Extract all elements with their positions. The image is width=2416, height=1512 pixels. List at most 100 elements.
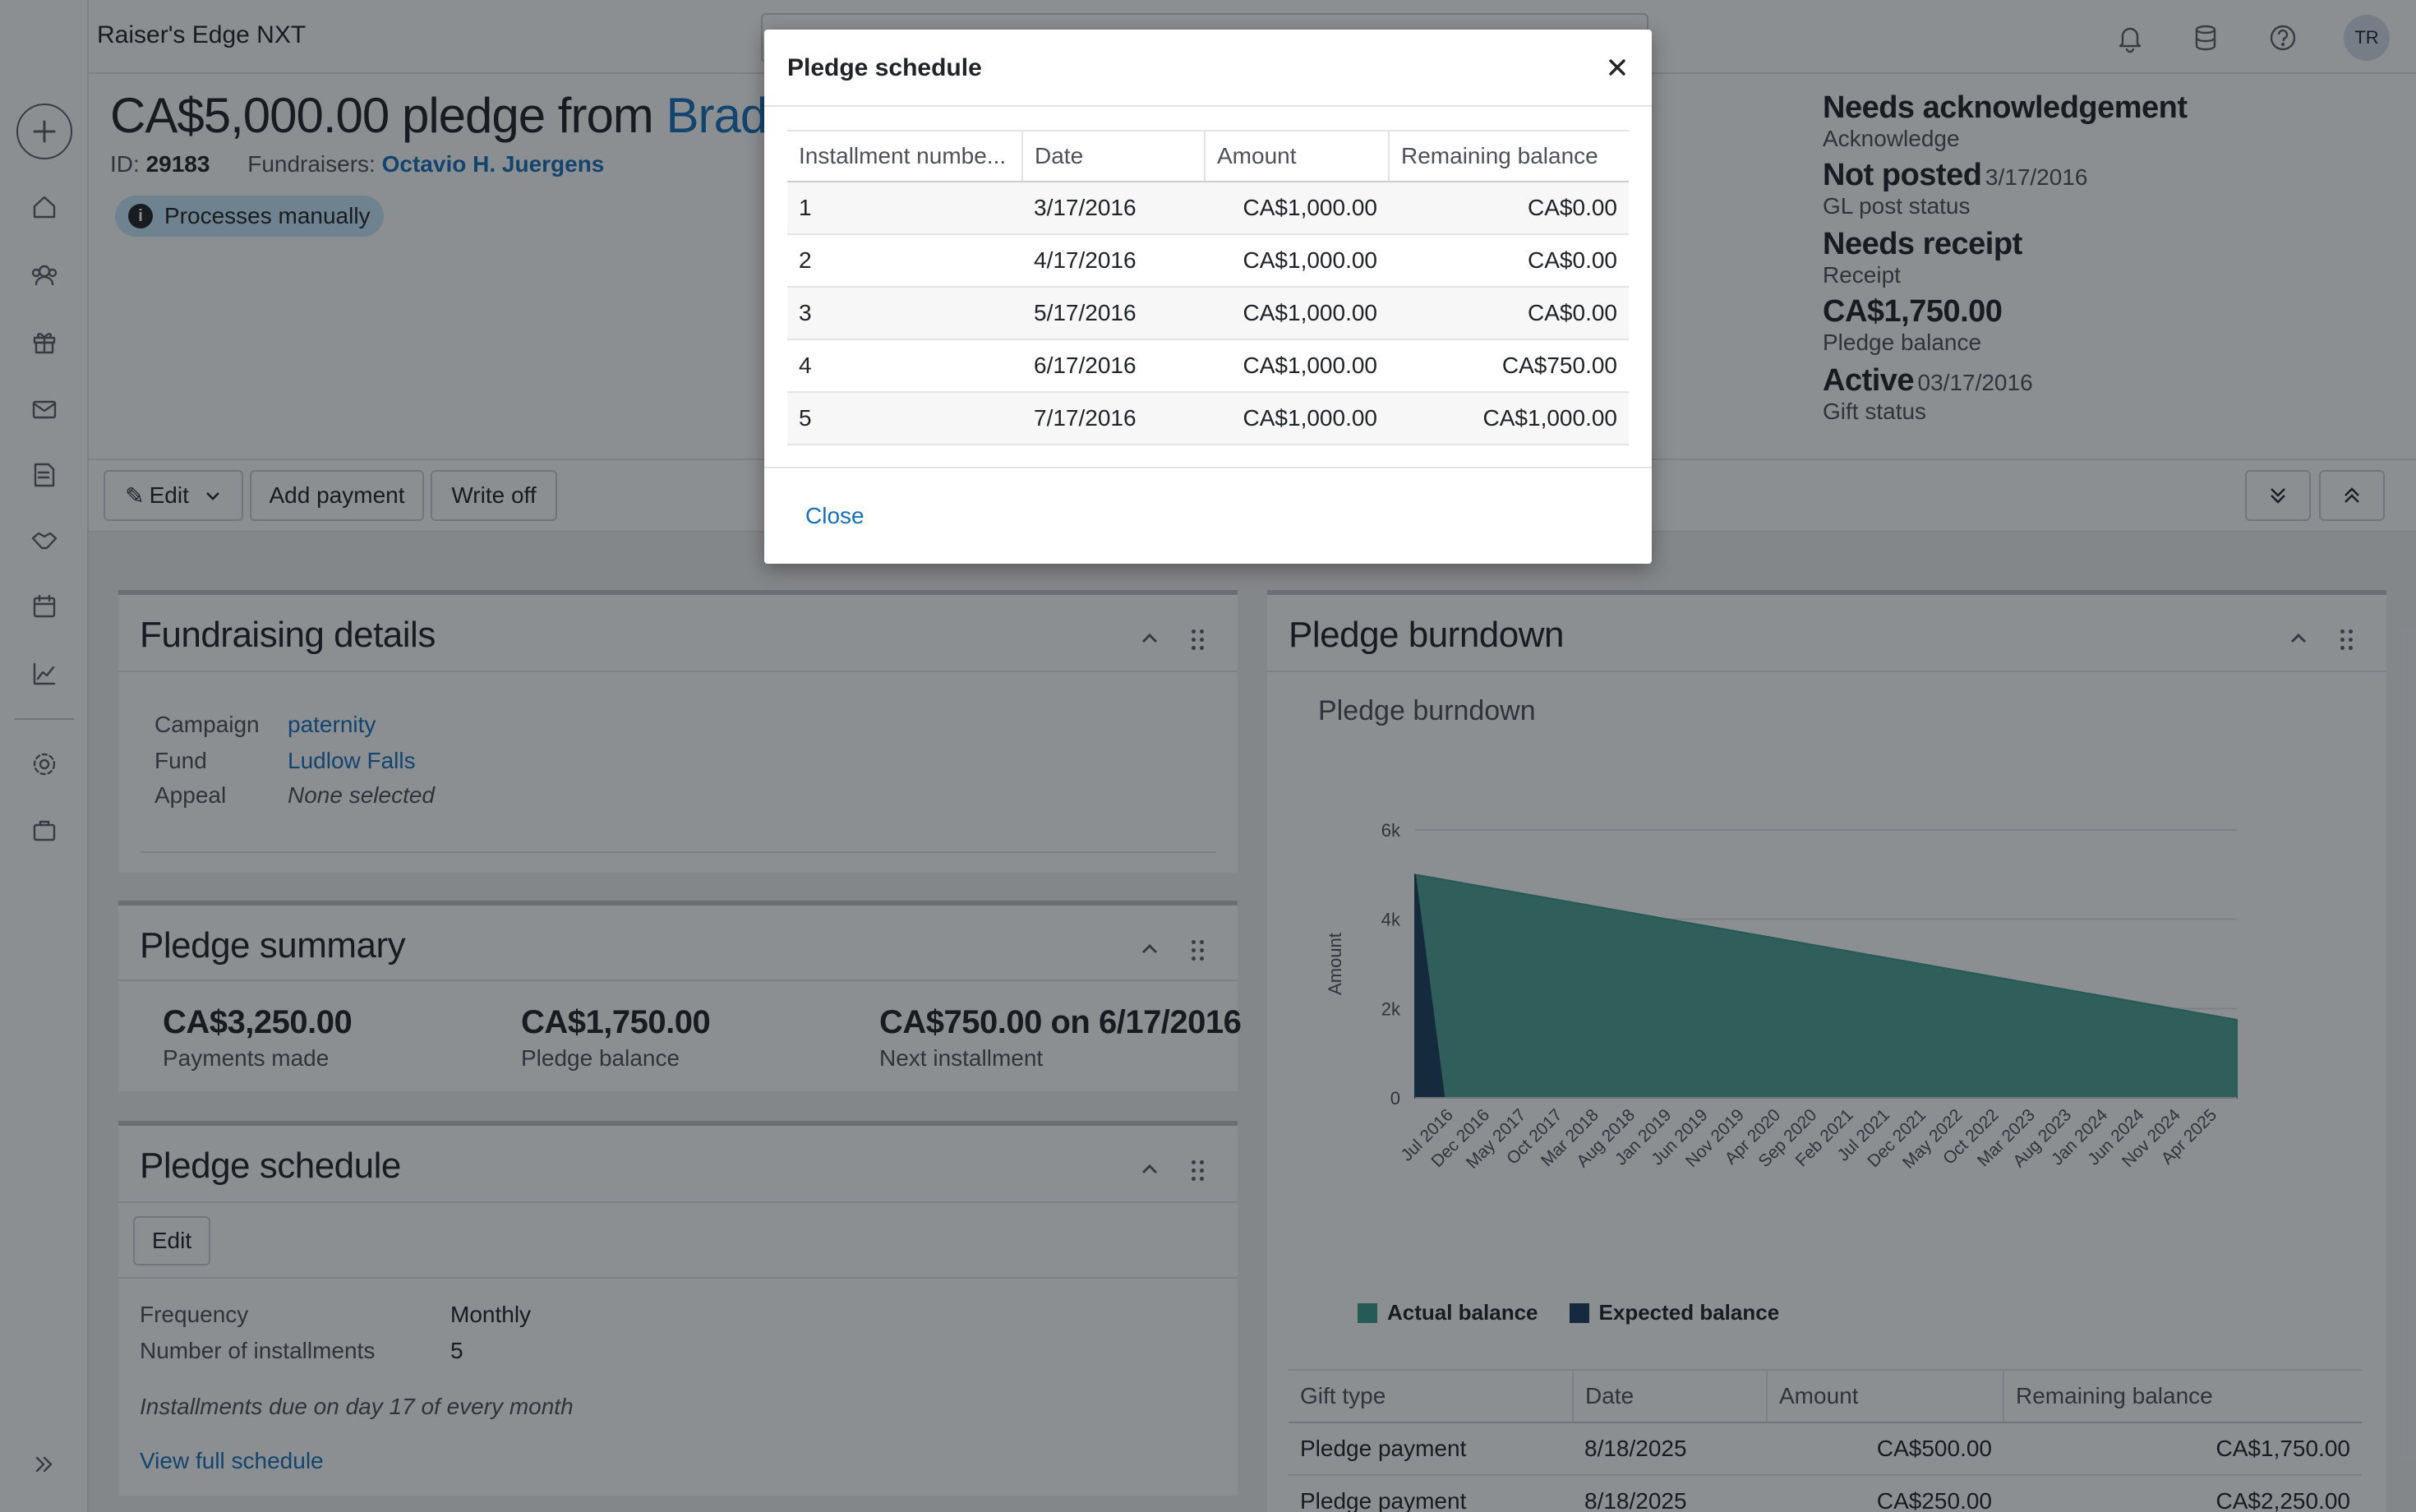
divider [118,980,1238,981]
modal-title: Pledge schedule [787,54,982,81]
briefcase-icon[interactable] [28,814,61,846]
drag-handle-icon[interactable] [1192,940,1205,961]
amount-cell: CA$1,000.00 [1205,339,1389,393]
chart-title: Pledge burndown [1318,695,1536,726]
table-row[interactable]: 3 5/17/2016 CA$1,000.00 CA$0.00 [787,287,1629,340]
collapse-icon[interactable] [2286,626,2311,651]
frequency-label: Frequency [140,1302,249,1327]
write-off-button[interactable]: Write off [431,470,557,521]
table-header-row: Installment numbe... Date Amount Remaini… [787,130,1629,182]
add-icon[interactable] [16,104,72,159]
close-icon[interactable] [1601,51,1634,84]
schedule-edit-button[interactable]: Edit [133,1216,210,1265]
collapse-all-button[interactable] [2245,470,2311,521]
collapse-icon[interactable] [1137,937,1162,961]
info-icon: i [128,204,153,228]
column-header[interactable]: Installment numbe... [787,130,1023,182]
table-header-row: Gift type Date Amount Remaining balance [1289,1369,2362,1423]
column-header[interactable]: Remaining balance [2003,1369,2362,1423]
fund-link[interactable]: Ludlow Falls [288,748,416,773]
campaign-link[interactable]: paternity [288,712,376,737]
view-full-schedule-link[interactable]: View full schedule [140,1448,324,1473]
legend-label-expected[interactable]: Expected balance [1598,1300,1780,1325]
appeal-value: None selected [288,782,436,808]
gift-type-cell: Pledge payment [1289,1475,1573,1512]
column-header[interactable]: Date [1022,130,1206,182]
edit-label: Edit [149,482,189,508]
drag-handle-icon[interactable] [1192,629,1205,651]
table-row[interactable]: 4 6/17/2016 CA$1,000.00 CA$750.00 [787,339,1629,393]
notes-icon[interactable] [28,459,61,491]
payments-made-value: CA$3,250.00 [163,1004,353,1040]
help-icon[interactable] [2266,21,2299,54]
double-chevron-down-icon [2271,488,2285,504]
sidebar-divider [15,718,74,720]
gift-icon[interactable] [28,325,61,358]
database-icon[interactable] [2189,21,2222,54]
home-icon[interactable] [28,191,61,224]
column-header[interactable]: Date [1573,1369,1768,1423]
fund-label: Fund [154,748,207,773]
status-value: Active [1823,363,1915,398]
edit-dropdown-button[interactable]: ✎ Edit [104,470,243,521]
balance-cell: CA$0.00 [1389,234,1629,288]
handshake-icon[interactable] [28,524,61,557]
collapse-icon[interactable] [1137,1157,1162,1182]
add-payment-button[interactable]: Add payment [250,470,424,521]
table-row[interactable]: Pledge payment 8/18/2025 CA$500.00 CA$1,… [1289,1422,2362,1476]
amount-cell: CA$1,000.00 [1205,234,1389,288]
chevron-down-icon [206,492,219,500]
installments-label: Number of installments [140,1338,376,1363]
column-header[interactable]: Amount [1767,1369,2004,1423]
table-row[interactable]: Pledge payment 8/18/2025 CA$250.00 CA$2,… [1289,1475,2362,1512]
status-date: 3/17/2016 [1985,164,2088,190]
payments-made-label: Payments made [163,1045,330,1071]
pledge-schedule-modal: Pledge schedule Installment numbe... Dat… [764,30,1652,564]
column-header[interactable]: Remaining balance [1389,130,1629,182]
drag-handle-icon[interactable] [2340,629,2354,651]
divider [118,1201,1238,1203]
record-id-label: ID: [110,151,140,177]
fundraiser-link[interactable]: Octavio H. Juergens [381,151,605,177]
balance-cell: CA$0.00 [1389,182,1629,235]
installments-value: 5 [450,1338,463,1363]
avatar[interactable]: TR [2344,15,2390,61]
constituents-icon[interactable] [28,258,61,291]
divider [1267,671,2386,672]
double-chevron-up-icon [2345,487,2359,503]
chart-legend: Actual balance Expected balance [1358,1300,1779,1325]
status-item: Needs receipt Receipt [1823,227,2316,294]
pledge-balance-value: CA$1,750.00 [521,1004,711,1040]
bell-icon[interactable] [2114,21,2146,54]
divider [118,671,1238,672]
drag-handle-icon[interactable] [1192,1160,1205,1182]
frequency-value: Monthly [450,1302,532,1327]
table-row[interactable]: 1 3/17/2016 CA$1,000.00 CA$0.00 [787,182,1629,235]
amount-cell: CA$250.00 [1767,1475,2003,1512]
app-title[interactable]: Raiser's Edge NXT [97,21,307,48]
mail-icon[interactable] [28,393,61,426]
legend-label-actual[interactable]: Actual balance [1387,1300,1538,1325]
analytics-icon[interactable] [28,657,61,690]
expand-sidebar-icon[interactable] [28,1448,61,1481]
amount-cell: CA$1,000.00 [1205,287,1389,340]
calendar-icon[interactable] [28,590,61,623]
date-cell: 3/17/2016 [1022,182,1205,235]
y-tick-label: 2k [1381,998,1401,1019]
status-label: Pledge balance [1823,330,1982,355]
table-row[interactable]: 5 7/17/2016 CA$1,000.00 CA$1,000.00 [787,392,1629,445]
sidebar [0,0,89,1512]
divider [118,1277,1238,1279]
gear-icon[interactable] [28,748,61,781]
modal-close-button[interactable]: Close [805,503,865,528]
collapse-icon[interactable] [1137,626,1162,651]
expand-all-button[interactable] [2319,470,2385,521]
column-header[interactable]: Gift type [1289,1369,1574,1423]
record-id: ID: 29183 Fundraisers: Octavio H. Juerge… [110,151,604,177]
pledge-balance-label: Pledge balance [521,1045,680,1071]
y-axis-label: Amount [1325,933,1345,995]
page-title-prefix: CA$5,000.00 pledge from [110,88,666,143]
column-header[interactable]: Amount [1205,130,1390,182]
table-row[interactable]: 2 4/17/2016 CA$1,000.00 CA$0.00 [787,234,1629,288]
